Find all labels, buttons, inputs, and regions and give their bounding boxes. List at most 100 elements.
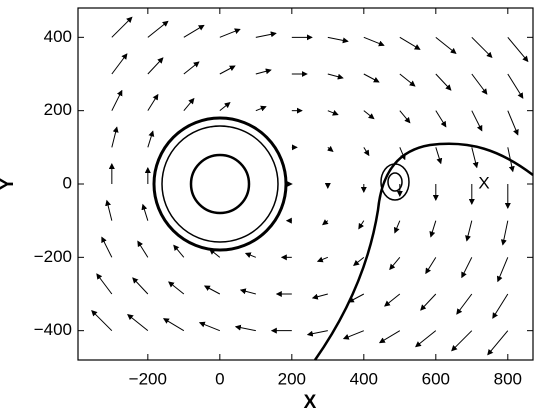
arrow [147,93,159,111]
arrow [147,130,155,148]
arrow [147,20,169,38]
arrow [306,330,328,337]
arrow [132,277,149,295]
plot-frame [77,7,534,361]
arrow [239,288,256,295]
arrow [389,257,401,271]
arrow [162,318,185,332]
arrow [500,220,509,246]
arrow [255,31,277,38]
arrow [507,37,529,63]
arrow [127,314,149,332]
arrow [255,105,267,112]
arrow [111,89,123,111]
arrow [465,220,473,242]
arrow [137,240,149,258]
arrow [198,321,221,332]
shock-front [313,142,534,361]
arrow [492,293,509,319]
arrow [456,293,473,315]
arrow [173,244,185,258]
annotation: X [478,173,489,192]
arrow [219,28,241,38]
arrow [327,145,334,152]
arrow [399,110,411,124]
y-tick-label: −200 [34,247,72,266]
arrow [327,110,339,116]
arrow [384,293,401,307]
arrow [435,147,443,165]
arrow [487,330,509,356]
arrow [347,293,365,303]
arrow [322,219,329,226]
arrow [234,324,256,332]
arrow [147,57,164,75]
x-tick-label: 200 [278,369,306,388]
arrow [327,36,349,44]
y-tick-label: 0 [63,173,72,192]
arrow [378,330,401,344]
eddy [387,172,403,192]
arrow [111,53,128,75]
arrow [358,220,365,230]
arrow [461,257,473,279]
arrow [429,220,437,238]
arrow [168,281,185,295]
arrow [183,24,205,38]
arrow [471,110,483,132]
arrow [342,330,365,340]
arrow [425,257,437,275]
y-axis-label: Y [0,177,18,190]
arrow [353,256,365,266]
arrow [399,147,406,161]
arrow [363,110,375,120]
eddy [380,163,410,201]
arrow [471,36,493,59]
ring-inner [161,125,279,243]
arrow [244,252,257,258]
arrow [203,285,221,295]
y-tick-label: −400 [34,320,72,339]
arrow [219,65,236,75]
arrow [435,73,452,91]
arrow [141,203,149,221]
arrow [507,73,524,99]
arrow [363,147,370,157]
x-tick-label: 0 [215,369,224,388]
arrow [363,36,385,47]
arrow [451,330,473,352]
arrow [435,110,447,128]
arrow [105,199,113,221]
arrow [363,73,380,83]
arrow [471,147,479,169]
arrow [420,293,437,311]
arrow [399,73,416,87]
arrow [393,220,401,234]
arrow [496,257,509,283]
arrow [111,16,133,38]
arrow [101,236,113,258]
x-tick-label: −200 [129,369,167,388]
arrow [507,110,519,136]
arrow [219,102,231,112]
y-tick-label: 200 [44,100,72,119]
arrow [327,73,344,80]
x-tick-label: 600 [422,369,450,388]
arrow [415,330,437,348]
arrow [399,36,421,50]
arrow [91,309,113,332]
arrow [111,126,119,148]
arrow [435,36,457,54]
core [189,153,251,215]
x-axis-label: X [304,392,317,413]
arrow [183,61,200,75]
x-tick-label: 400 [350,369,378,388]
arrow [255,68,272,75]
x-tick-label: 800 [494,369,522,388]
arrow [311,293,328,300]
contours [152,116,534,361]
arrow [96,273,113,295]
arrow [316,256,329,263]
